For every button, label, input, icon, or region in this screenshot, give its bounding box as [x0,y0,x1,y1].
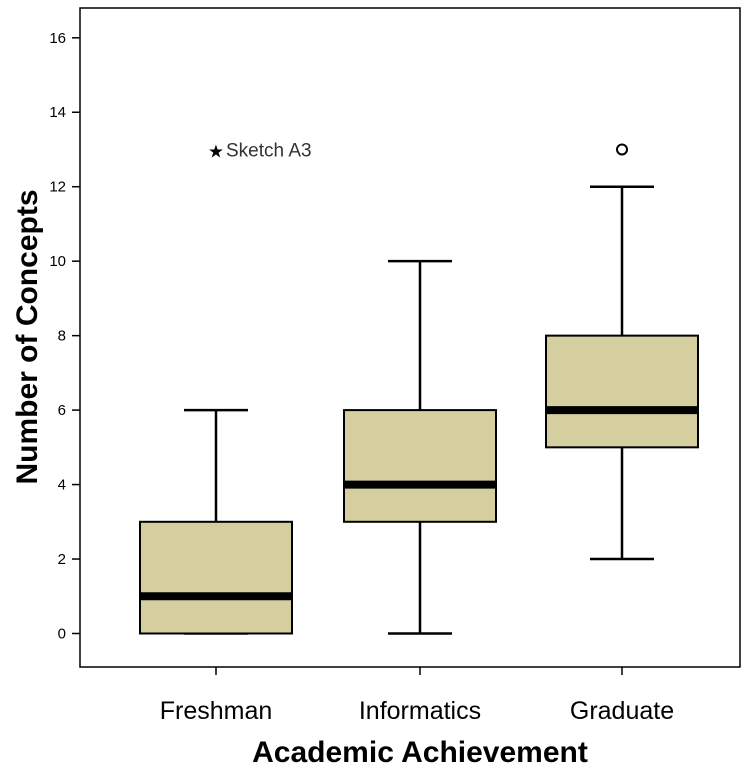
box-freshman: ★ Sketch A3 [139,140,312,635]
x-tick-label: Graduate [570,697,674,725]
y-tick-label: 12 [49,179,66,196]
y-tick-label: 2 [58,551,66,568]
y-tick-label: 14 [49,104,66,121]
extreme-star-icon: ★ [208,141,224,161]
box-informatics [343,259,497,635]
y-axis: 0 2 4 6 8 10 12 14 16 [49,30,80,642]
iqr-box [139,520,293,635]
box-group: ★ Sketch A3 [139,140,699,635]
x-tick-label: Freshman [160,697,273,725]
y-tick-label: 4 [58,477,66,494]
y-tick-label: 6 [58,402,66,419]
y-axis-title: Number of Concepts [11,189,44,484]
y-tick-label: 8 [58,328,66,345]
extreme-label: Sketch A3 [226,140,312,161]
y-tick-label: 16 [49,30,66,47]
box-graduate [545,143,699,561]
iqr-box [545,334,699,449]
outlier-point [616,143,628,156]
x-tick-label: Informatics [359,697,481,725]
plot-frame [79,7,741,668]
x-axis: Freshman Informatics Graduate [160,667,674,725]
x-axis-title: Academic Achievement [252,736,588,767]
iqr-box [343,409,497,523]
y-tick-label: 10 [49,253,66,270]
y-tick-label: 0 [58,625,66,642]
